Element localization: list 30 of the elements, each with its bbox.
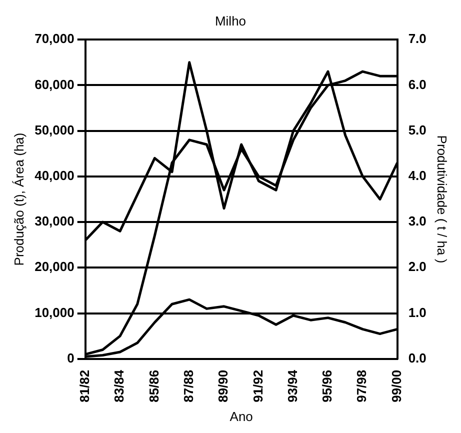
y2-tick-label: 2.0: [408, 259, 426, 274]
y2-tick-label: 5.0: [408, 122, 426, 138]
x-tick-label: 85/86: [146, 370, 162, 402]
x-tick-label: 83/84: [112, 369, 127, 402]
y2-axis-title: Produtividade ( t / ha ): [434, 135, 450, 264]
y-tick-label: 10,000: [34, 304, 74, 320]
x-tick-label: 89/90: [216, 370, 231, 402]
x-tick-label: 99/00: [388, 370, 404, 402]
x-axis-title: Ano: [230, 408, 253, 424]
y-tick-label: 30,000: [34, 214, 74, 229]
y2-tick-label: 4.0: [408, 168, 426, 184]
y-tick-label: 40,000: [34, 168, 74, 184]
y-tick-label: 20,000: [34, 259, 74, 274]
y2-tick-label: 7.0: [408, 31, 426, 46]
y-axis-title: Produção (t), Área (ha): [11, 132, 26, 266]
y-tick-label: 70,000: [34, 31, 74, 46]
y2-tick-label: 1.0: [408, 304, 426, 320]
x-tick-label: 97/98: [354, 370, 370, 402]
y2-tick-label: 3.0: [408, 214, 426, 229]
chart-title: Milho: [214, 13, 246, 28]
y-tick-label: 60,000: [34, 76, 74, 92]
x-tick-label: 93/94: [284, 369, 300, 402]
x-tick-label: 87/88: [180, 370, 196, 402]
y2-tick-label: 6.0: [408, 76, 426, 92]
x-tick-label: 95/96: [320, 370, 335, 402]
y-tick-label: 50,000: [34, 122, 74, 138]
x-tick-label: 81/82: [76, 370, 92, 402]
y2-tick-label: 0.0: [408, 350, 426, 366]
y-tick-label: 0: [67, 350, 74, 366]
x-tick-label: 91/92: [250, 370, 266, 402]
